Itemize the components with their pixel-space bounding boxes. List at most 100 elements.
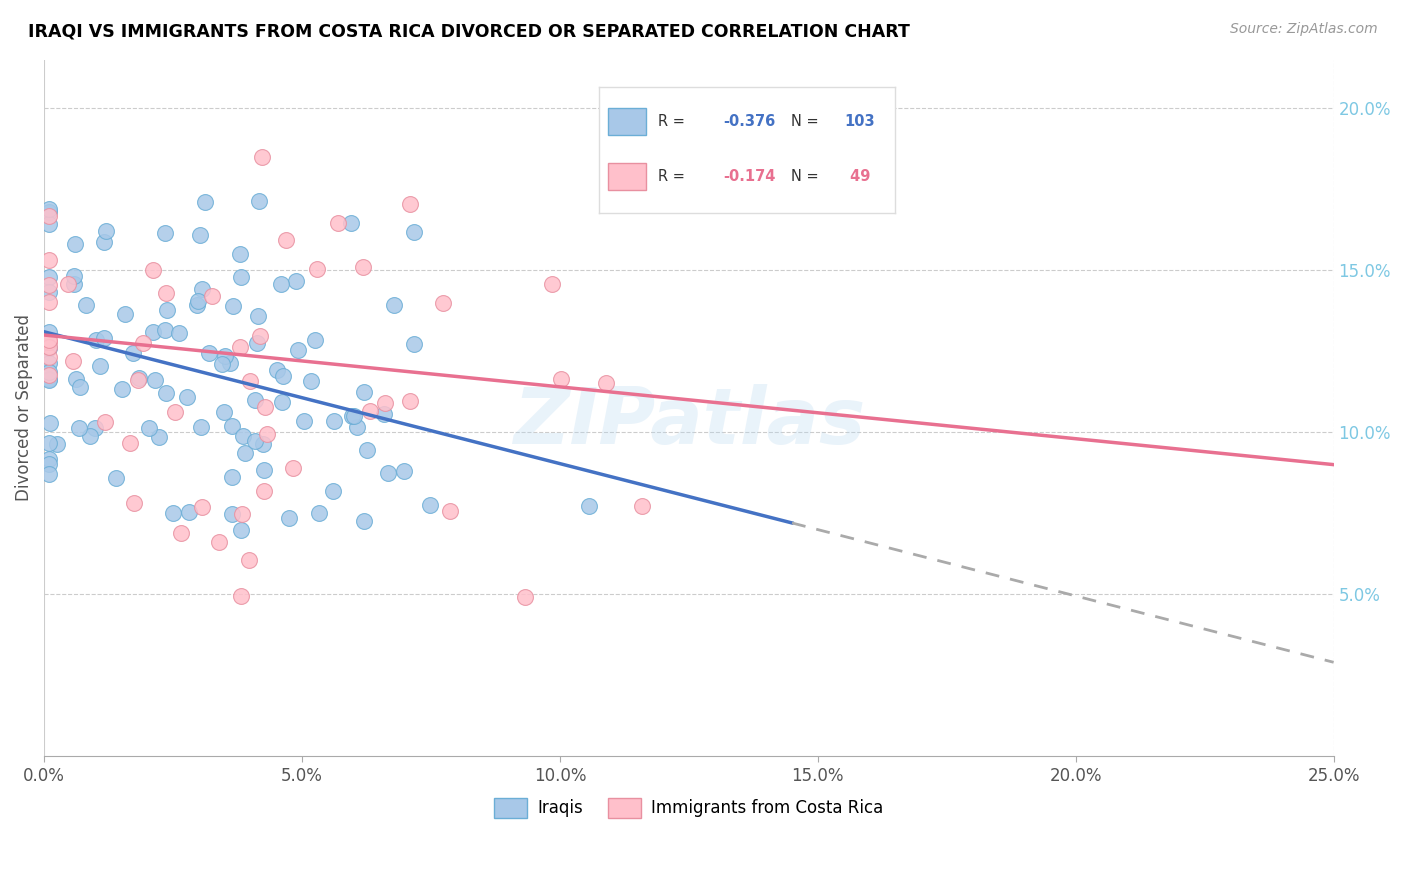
Point (541, 277, 564, 291)
Point (339, 216, 361, 230)
Point (89, 359, 111, 374)
Point (93, 331, 115, 345)
Point (243, 434, 266, 449)
Point (229, 270, 252, 285)
Point (208, 534, 231, 549)
Point (38, 217, 60, 231)
Point (243, 392, 266, 407)
Point (39, 416, 62, 430)
Point (194, 194, 217, 209)
Point (38, 467, 60, 481)
Point (253, 400, 276, 414)
Point (63, 268, 86, 283)
Point (277, 511, 299, 525)
Point (346, 420, 368, 434)
Point (402, 225, 425, 239)
Point (38, 205, 60, 219)
Point (38, 334, 60, 349)
Point (439, 504, 461, 518)
Point (287, 343, 309, 358)
Point (94, 415, 117, 429)
Point (253, 463, 276, 477)
Point (38, 341, 60, 355)
Point (65, 236, 87, 251)
Point (229, 341, 252, 355)
Point (356, 443, 378, 458)
Point (252, 150, 274, 164)
Point (63, 277, 86, 291)
Point (253, 484, 276, 499)
Point (222, 299, 245, 313)
Point (595, 376, 617, 391)
Legend: Iraqis, Immigrants from Costa Rica: Iraqis, Immigrants from Costa Rica (488, 791, 890, 824)
Point (343, 409, 366, 423)
Point (38, 365, 60, 379)
Point (211, 357, 233, 371)
Point (167, 326, 190, 341)
Point (143, 373, 166, 387)
Point (374, 395, 396, 409)
Point (38, 373, 60, 387)
Point (142, 263, 165, 277)
Point (132, 336, 155, 351)
Point (281, 461, 304, 475)
Point (212, 405, 235, 419)
Point (38, 269, 60, 284)
Point (155, 286, 177, 301)
Point (266, 363, 288, 377)
Point (399, 394, 422, 409)
Point (187, 293, 209, 308)
Point (186, 298, 208, 312)
Point (148, 430, 170, 444)
Point (38, 436, 60, 450)
Point (271, 395, 294, 409)
Point (377, 467, 399, 481)
Point (127, 373, 149, 387)
Point (229, 247, 252, 261)
Point (84, 333, 107, 347)
Point (359, 404, 381, 418)
Point (232, 428, 254, 442)
Point (229, 523, 252, 537)
Point (155, 323, 177, 337)
Point (170, 526, 193, 541)
Point (191, 500, 214, 514)
Point (398, 196, 420, 211)
Point (292, 414, 315, 428)
Point (155, 226, 177, 240)
Point (191, 282, 214, 296)
Point (299, 374, 322, 388)
Point (188, 228, 211, 243)
Point (419, 498, 441, 512)
Point (373, 408, 395, 422)
Point (38, 209, 60, 223)
Point (231, 507, 253, 521)
Text: Source: ZipAtlas.com: Source: ZipAtlas.com (1230, 22, 1378, 37)
Point (246, 335, 269, 350)
Point (238, 552, 260, 566)
Point (38, 368, 60, 382)
Point (631, 500, 654, 514)
Point (75, 298, 97, 312)
Point (38, 285, 60, 300)
Point (432, 295, 454, 310)
Point (114, 307, 136, 321)
Point (84, 421, 107, 435)
Point (111, 382, 134, 396)
Point (249, 328, 271, 343)
Point (308, 506, 330, 520)
Point (79, 429, 101, 443)
Point (342, 409, 364, 423)
Point (179, 505, 201, 519)
Point (273, 368, 295, 383)
Point (218, 356, 240, 370)
Point (38, 295, 60, 310)
Text: ZIPatlas: ZIPatlas (513, 384, 865, 460)
Point (231, 589, 253, 603)
Point (38, 371, 60, 385)
Point (198, 346, 221, 360)
Point (69, 380, 91, 394)
Point (128, 371, 150, 385)
Point (382, 298, 405, 312)
Point (352, 260, 374, 274)
